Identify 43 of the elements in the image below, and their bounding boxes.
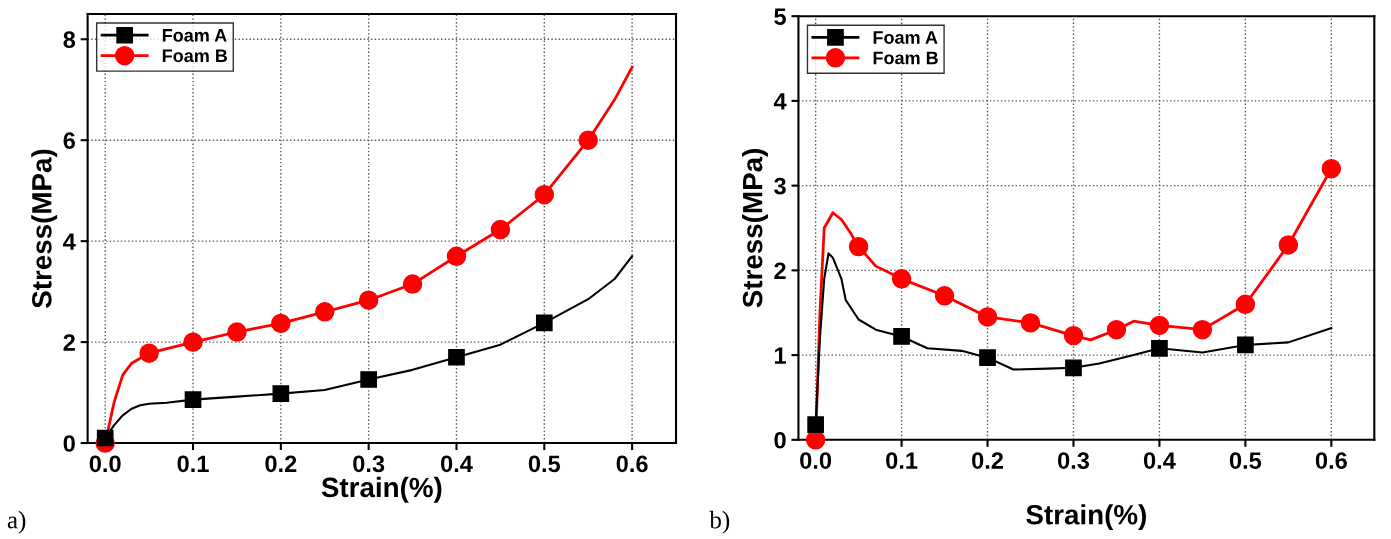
- y-tick-label: 2: [63, 334, 75, 351]
- point: [979, 349, 996, 366]
- point: [893, 328, 910, 345]
- x-axis-title: Strain(%): [321, 476, 442, 503]
- y-tick-label: 8: [63, 31, 76, 49]
- point: [448, 348, 465, 366]
- x-tick-label: 0.5: [1229, 452, 1262, 469]
- x-tick-label: 0.4: [441, 455, 473, 473]
- x-tick-label: 0.6: [616, 455, 648, 473]
- y-tick-label: 1: [774, 347, 786, 364]
- point: [807, 416, 824, 433]
- y-tick-label: 6: [63, 132, 75, 149]
- y-tick-label: 4: [773, 93, 787, 110]
- legend-label: Foam A: [873, 31, 938, 44]
- y-tick-label: 0: [774, 431, 786, 449]
- x-tick-label: 0.2: [265, 455, 297, 473]
- point: [360, 371, 377, 388]
- x-tick-label: 0.6: [1315, 452, 1347, 469]
- x-tick-label: 0.3: [353, 455, 385, 473]
- point: [96, 429, 114, 447]
- x-tick-label: 0.0: [89, 455, 121, 473]
- x-tick-label: 0.0: [800, 452, 832, 469]
- x-tick-label: 0.4: [1143, 452, 1176, 469]
- y-tick-label: 2: [774, 262, 786, 279]
- y-tick-label: 4: [63, 233, 76, 250]
- y-tick-label: 5: [774, 8, 786, 25]
- x-tick-label: 0.3: [1058, 452, 1090, 470]
- y-tick-label: 0: [63, 435, 75, 452]
- legend-label: Foam B: [873, 51, 938, 65]
- point: [1151, 339, 1168, 357]
- x-tick-label: 0.1: [177, 455, 209, 473]
- point: [1065, 359, 1082, 377]
- x-tick-label: 0.1: [886, 452, 918, 469]
- legend-label: Foam A: [162, 29, 227, 42]
- x-tick-label: 0.2: [972, 452, 1003, 469]
- text: a): [7, 510, 26, 534]
- y-axis-title: Stress(MPa): [742, 149, 768, 308]
- x-tick-label: 0.5: [528, 455, 561, 473]
- x-axis-title: Strain(%): [1026, 504, 1146, 531]
- y-axis-title: Stress(MPa): [31, 149, 58, 309]
- legend-label: Foam B: [162, 49, 228, 63]
- text: b): [709, 510, 730, 534]
- y-tick-label: 3: [774, 177, 786, 195]
